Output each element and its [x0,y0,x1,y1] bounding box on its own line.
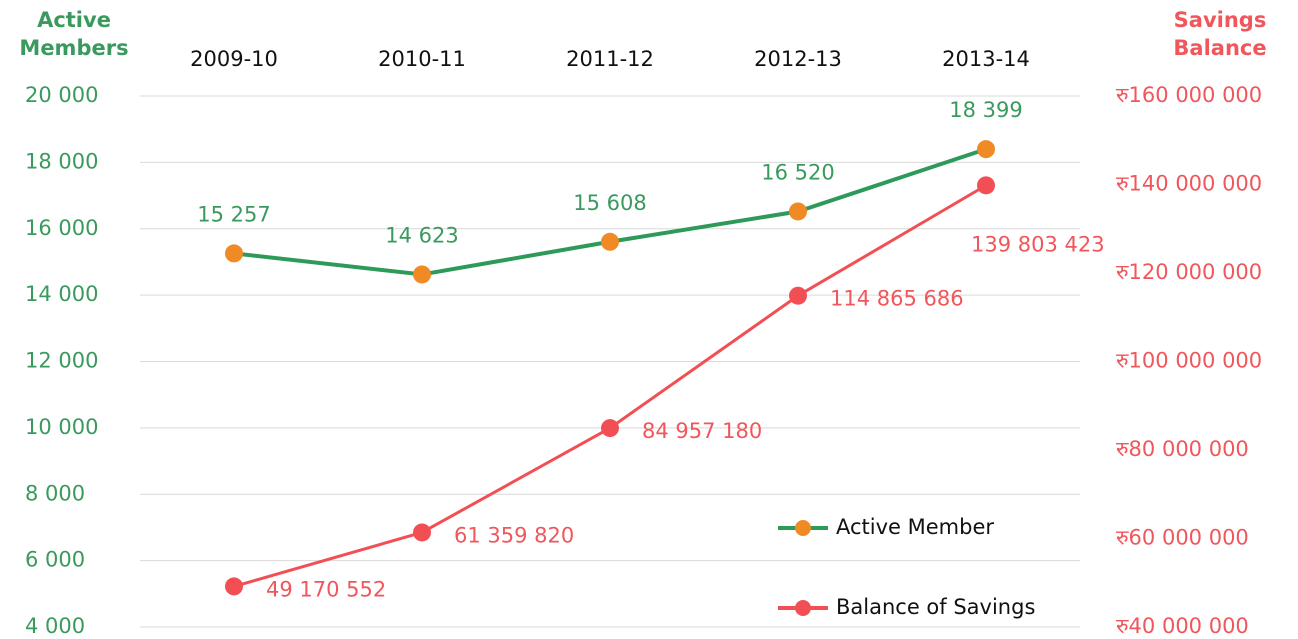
data-point [977,176,995,195]
y-tick-label: 16 000 [25,216,98,240]
data-point [601,232,619,251]
y2-tick-label: रु120 000 000 [1116,260,1262,284]
legend-label: Active Member [836,515,994,539]
data-point [225,244,243,263]
y2-tick-label: रु140 000 000 [1116,172,1262,196]
y-tick-label: 10 000 [25,415,98,439]
data-label: 84 957 180 [642,419,762,443]
data-label: 16 520 [761,160,834,184]
y-tick-label: 12 000 [25,349,98,373]
y2-tick-label: रु40 000 000 [1116,614,1249,638]
data-point [413,523,431,542]
y-tick-label: 14 000 [25,282,98,306]
y-tick-label: 8 000 [25,481,85,505]
legend-label: Balance of Savings [836,595,1035,619]
data-point [789,286,807,305]
data-point [601,419,619,438]
legend-marker [795,600,811,616]
y2-axis-title: Savings Balance [1173,8,1267,60]
data-label: 15 608 [573,191,646,215]
y2-tick-label: रु60 000 000 [1116,526,1249,550]
x-tick-label: 2013-14 [942,47,1030,71]
y-axis-title: Active Members [19,8,129,60]
y-tick-label: 6 000 [25,548,85,572]
data-label: 18 399 [949,98,1022,122]
data-label: 15 257 [197,202,270,226]
x-tick-label: 2011-12 [566,47,654,71]
legend-marker [795,520,811,536]
x-tick-label: 2010-11 [378,47,466,71]
y2-tick-label: रु80 000 000 [1116,437,1249,461]
data-point [413,265,431,284]
data-label: 61 359 820 [454,523,574,547]
y2-tick-label: रु100 000 000 [1116,349,1262,373]
x-tick-label: 2012-13 [754,47,842,71]
data-label: 139 803 423 [971,232,1105,256]
data-point [225,577,243,596]
data-point [789,202,807,221]
data-label: 14 623 [385,223,458,247]
x-tick-label: 2009-10 [190,47,278,71]
data-label: 114 865 686 [830,287,964,311]
data-label: 49 170 552 [266,577,386,601]
data-point [977,140,995,159]
y2-tick-label: रु160 000 000 [1116,83,1262,107]
y-tick-label: 18 000 [25,149,98,173]
y-tick-label: 20 000 [25,83,98,107]
y-tick-label: 4 000 [25,614,85,638]
